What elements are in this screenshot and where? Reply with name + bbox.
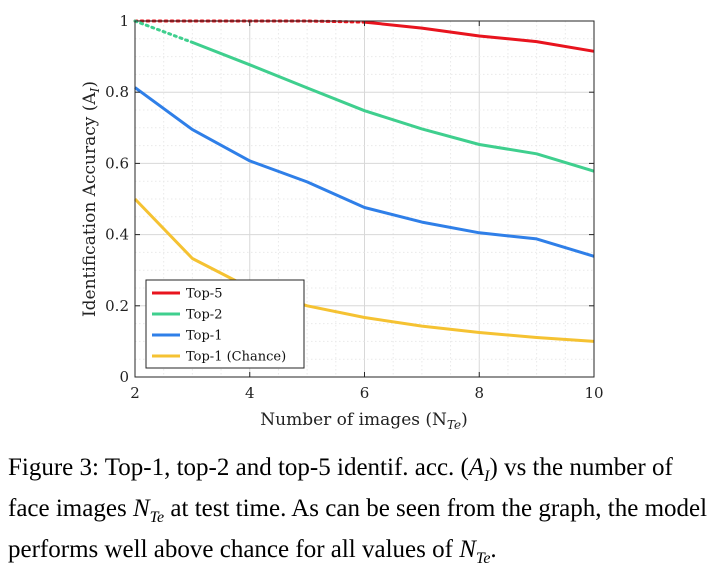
x-tick-label: 6	[360, 384, 370, 402]
x-axis-label: Number of images (NTe)	[260, 410, 467, 432]
legend-box	[145, 279, 305, 369]
x-tick-label: 2	[130, 384, 140, 402]
figure: 2 4 6 8 10 0 0.2 0.4 0.6 0.8 1 Top-5 Top-2 Top-1 Top-…	[80, 12, 604, 432]
series-line-top-2	[191, 41, 595, 173]
y-axis-label: Identification Accuracy (AI)	[80, 81, 102, 317]
series-line-top-5	[364, 20, 595, 53]
series-line-top-2-dotted	[133, 19, 194, 44]
y-tick-label: 0.4	[105, 226, 129, 244]
y-tick-label: 0.2	[105, 297, 129, 315]
legend-entry: Top-1 (Chance)	[186, 350, 286, 365]
axes: 2 4 6 8 10 0 0.2 0.4 0.6 0.8 1	[105, 12, 603, 402]
legend: Top-5 Top-2 Top-1 Top-1 (Chance)	[145, 279, 305, 369]
caption-math-nte: NTe	[132, 495, 165, 526]
y-tick-label: 0.8	[105, 83, 129, 101]
caption-math-nte: NTe	[459, 536, 491, 567]
series-line-top-1	[134, 86, 595, 258]
x-tick-label: 8	[474, 384, 484, 402]
figure-caption: Figure 3: Top-1, top-2 and top-5 identif…	[8, 454, 708, 567]
y-tick-label: 1	[119, 12, 129, 30]
caption-math-a: AI	[468, 454, 490, 485]
legend-entry: Top-2	[186, 308, 222, 323]
y-tick-label: 0.6	[105, 154, 129, 172]
x-tick-label: 10	[584, 384, 603, 402]
x-tick-label: 4	[245, 384, 255, 402]
series-line-top-1-chance	[133, 197, 595, 343]
y-tick-label: 0	[119, 368, 129, 386]
legend-entry: Top-1	[186, 329, 222, 344]
legend-entry: Top-5	[186, 287, 222, 302]
